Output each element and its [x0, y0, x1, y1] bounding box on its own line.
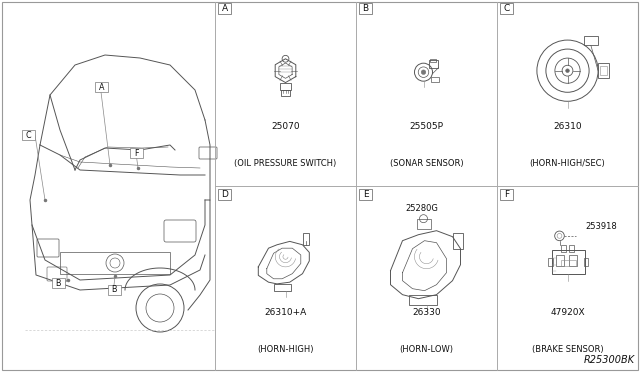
Bar	[584, 258, 588, 266]
Bar	[561, 260, 575, 266]
Bar	[552, 250, 585, 274]
Text: 47920X: 47920X	[550, 308, 585, 317]
Text: (SONAR SENSOR): (SONAR SENSOR)	[390, 159, 463, 168]
Bar	[430, 59, 436, 62]
Text: 26310+A: 26310+A	[264, 308, 307, 317]
Text: (HORN-LOW): (HORN-LOW)	[399, 345, 454, 354]
Text: 25280G: 25280G	[405, 204, 438, 213]
Text: F: F	[134, 148, 139, 157]
Bar	[569, 246, 574, 252]
Text: (HORN-HIGH): (HORN-HIGH)	[257, 345, 314, 354]
Text: B: B	[112, 285, 117, 295]
Text: 26330: 26330	[412, 308, 441, 317]
Text: 253918: 253918	[586, 222, 617, 231]
Text: C: C	[26, 131, 31, 140]
Text: E: E	[363, 190, 368, 199]
Bar	[429, 60, 438, 68]
Bar	[600, 66, 607, 75]
Bar	[598, 64, 609, 78]
Bar	[500, 189, 513, 200]
Bar	[108, 285, 121, 295]
Bar	[95, 82, 108, 92]
Circle shape	[421, 70, 426, 74]
Text: C: C	[504, 4, 509, 13]
Bar	[500, 3, 513, 14]
Bar	[417, 219, 431, 229]
Bar	[431, 77, 438, 82]
Bar	[280, 83, 291, 90]
Text: B: B	[56, 279, 61, 288]
Text: F: F	[504, 190, 509, 199]
Bar	[452, 232, 463, 248]
Bar	[569, 255, 577, 266]
Text: B: B	[362, 4, 369, 13]
Bar	[584, 36, 598, 45]
Bar	[274, 284, 291, 291]
Bar	[281, 90, 290, 96]
Text: 26310: 26310	[553, 122, 582, 131]
Text: (OIL PRESSURE SWITCH): (OIL PRESSURE SWITCH)	[234, 159, 337, 168]
Bar	[359, 3, 372, 14]
Bar	[218, 3, 231, 14]
Bar	[130, 148, 143, 158]
Bar	[359, 189, 372, 200]
Bar	[60, 252, 170, 274]
Text: A: A	[99, 83, 104, 92]
Text: 25505P: 25505P	[410, 122, 444, 131]
Text: R25300BK: R25300BK	[584, 355, 635, 365]
Text: A: A	[221, 4, 228, 13]
Bar	[561, 246, 566, 252]
Bar	[408, 295, 436, 305]
Bar	[303, 233, 309, 245]
Bar	[52, 278, 65, 288]
Text: (HORN-HIGH/SEC): (HORN-HIGH/SEC)	[530, 159, 605, 168]
Bar	[548, 258, 553, 266]
Bar	[556, 255, 564, 266]
Text: 25070: 25070	[271, 122, 300, 131]
Text: (BRAKE SENSOR): (BRAKE SENSOR)	[532, 345, 604, 354]
Text: D: D	[221, 190, 228, 199]
Bar	[22, 130, 35, 140]
Circle shape	[566, 69, 570, 73]
Bar	[218, 189, 231, 200]
